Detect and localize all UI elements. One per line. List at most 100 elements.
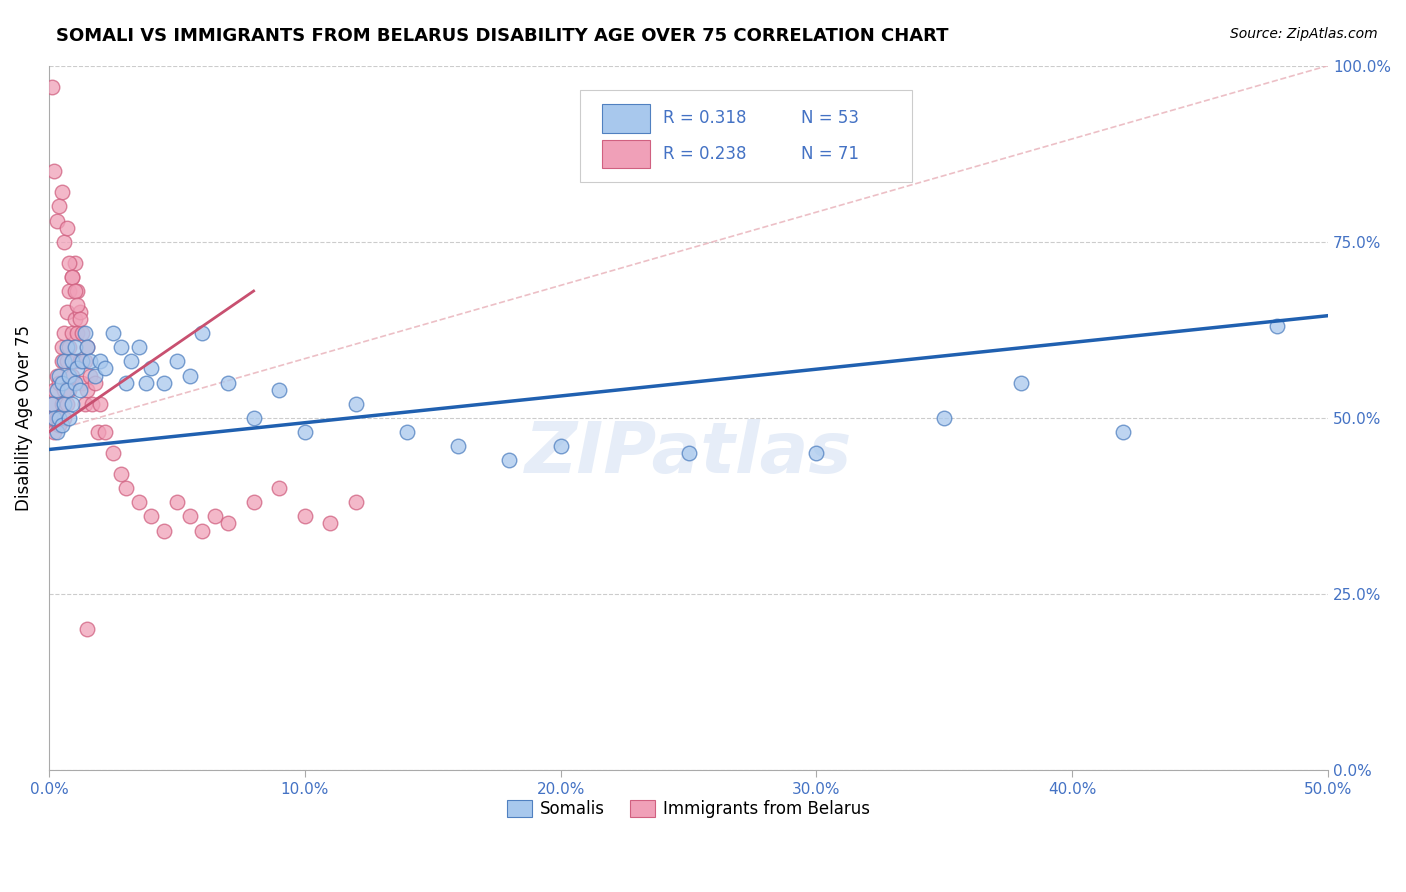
Point: [1265, 319, 1288, 334]
Point: [66, 361, 89, 376]
Point: [70, 326, 93, 341]
Text: N = 71: N = 71: [801, 145, 859, 162]
Point: [128, 495, 150, 509]
Point: [73, 354, 96, 368]
Point: [66, 284, 89, 298]
Point: [179, 368, 201, 383]
Point: [110, 340, 132, 354]
Point: [101, 326, 124, 341]
Point: [42, 164, 65, 178]
Point: [191, 326, 214, 341]
Point: [101, 446, 124, 460]
Point: [447, 439, 470, 453]
Point: [84, 368, 107, 383]
Point: [53, 383, 76, 397]
Point: [56, 340, 79, 354]
Point: [114, 481, 136, 495]
Point: [217, 516, 239, 531]
FancyBboxPatch shape: [579, 90, 912, 182]
Point: [53, 397, 76, 411]
Point: [63, 312, 86, 326]
Point: [56, 305, 79, 319]
Point: [191, 524, 214, 538]
Point: [135, 376, 157, 390]
Point: [114, 376, 136, 390]
Point: [56, 220, 79, 235]
Point: [153, 376, 176, 390]
Point: [58, 256, 80, 270]
Point: [934, 410, 956, 425]
Text: N = 53: N = 53: [801, 110, 859, 128]
Point: [63, 354, 86, 368]
Point: [69, 305, 91, 319]
Point: [63, 256, 86, 270]
Point: [58, 284, 80, 298]
Point: [84, 376, 107, 390]
Point: [69, 312, 91, 326]
Point: [153, 524, 176, 538]
Point: [94, 425, 117, 439]
Point: [60, 354, 83, 368]
Point: [41, 397, 63, 411]
Point: [294, 509, 316, 524]
Point: [63, 340, 86, 354]
Point: [45, 383, 67, 397]
Point: [51, 376, 73, 390]
Point: [56, 397, 79, 411]
Point: [94, 361, 117, 376]
Point: [79, 354, 101, 368]
Point: [42, 425, 65, 439]
Point: [42, 410, 65, 425]
Point: [76, 622, 98, 636]
Point: [498, 453, 520, 467]
Point: [51, 417, 73, 432]
Point: [45, 425, 67, 439]
Legend: Somalis, Immigrants from Belarus: Somalis, Immigrants from Belarus: [501, 794, 877, 825]
Point: [79, 368, 101, 383]
Point: [1010, 376, 1032, 390]
Point: [73, 397, 96, 411]
Point: [63, 284, 86, 298]
Point: [141, 509, 163, 524]
Point: [69, 383, 91, 397]
Point: [89, 354, 111, 368]
Text: Source: ZipAtlas.com: Source: ZipAtlas.com: [1230, 27, 1378, 41]
Point: [120, 354, 142, 368]
Point: [128, 340, 150, 354]
Point: [51, 340, 73, 354]
Point: [70, 354, 93, 368]
Point: [60, 368, 83, 383]
Point: [60, 326, 83, 341]
Point: [141, 361, 163, 376]
Point: [58, 410, 80, 425]
Point: [89, 397, 111, 411]
Point: [217, 376, 239, 390]
Point: [60, 269, 83, 284]
Point: [48, 417, 70, 432]
Point: [110, 467, 132, 482]
Point: [51, 397, 73, 411]
Point: [41, 410, 63, 425]
Point: [73, 326, 96, 341]
Point: [58, 383, 80, 397]
Point: [179, 509, 201, 524]
Point: [550, 439, 572, 453]
Text: ZIPatlas: ZIPatlas: [524, 418, 852, 488]
Point: [294, 425, 316, 439]
Point: [344, 397, 367, 411]
Point: [166, 354, 188, 368]
Point: [53, 235, 76, 249]
Point: [70, 376, 93, 390]
Point: [344, 495, 367, 509]
Text: SOMALI VS IMMIGRANTS FROM BELARUS DISABILITY AGE OVER 75 CORRELATION CHART: SOMALI VS IMMIGRANTS FROM BELARUS DISABI…: [56, 27, 949, 45]
Text: R = 0.238: R = 0.238: [664, 145, 747, 162]
Point: [396, 425, 419, 439]
FancyBboxPatch shape: [602, 139, 650, 168]
Point: [53, 326, 76, 341]
Point: [45, 213, 67, 227]
Point: [45, 410, 67, 425]
Point: [76, 340, 98, 354]
Point: [242, 495, 264, 509]
Point: [1112, 425, 1135, 439]
Point: [60, 397, 83, 411]
